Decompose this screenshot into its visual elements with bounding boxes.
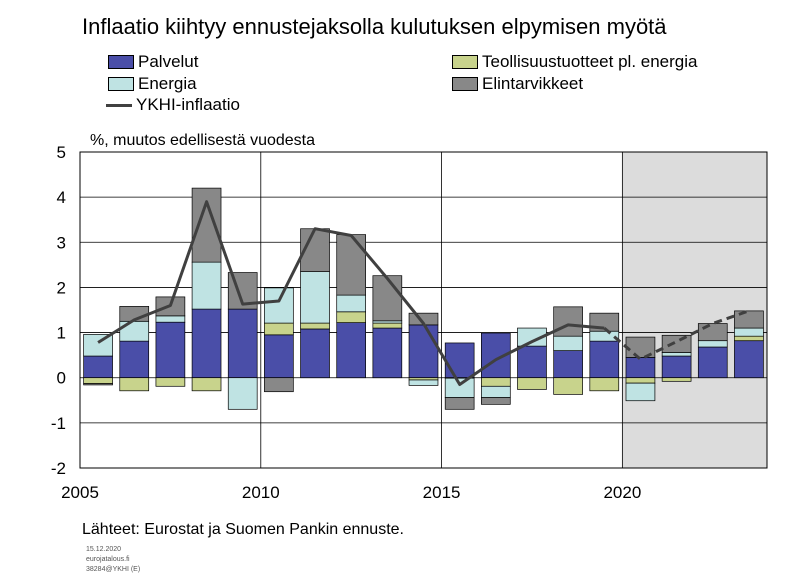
bar-segment bbox=[625, 357, 656, 379]
legend-swatch-ykhi bbox=[106, 103, 132, 107]
bar-segment bbox=[264, 334, 294, 379]
bar-segment bbox=[83, 355, 113, 379]
x-tick-label: 2010 bbox=[242, 483, 280, 502]
legend-swatch-elintarvikkeet bbox=[452, 77, 478, 91]
bar-segment bbox=[553, 377, 583, 395]
bar-segment bbox=[734, 340, 764, 379]
legend-swatch-energia bbox=[108, 77, 134, 91]
bar-segment bbox=[336, 311, 366, 323]
bar-segment bbox=[372, 275, 403, 322]
legend-item-elintarvikkeet: Elintarvikkeet bbox=[452, 74, 583, 94]
legend-label-ykhi: YKHI-inflaatio bbox=[136, 95, 240, 114]
legend-item-ykhi: YKHI-inflaatio bbox=[106, 95, 240, 115]
bar-segment bbox=[734, 310, 764, 329]
bar-segment bbox=[191, 308, 222, 379]
legend-item-palvelut: Palvelut bbox=[108, 52, 198, 72]
y-tick-label: -2 bbox=[51, 459, 66, 478]
bar-segment bbox=[481, 385, 511, 398]
forecast-shade bbox=[622, 152, 767, 468]
y-tick-label: 4 bbox=[57, 188, 66, 207]
bar-segment bbox=[734, 335, 764, 342]
y-tick-label: 1 bbox=[57, 324, 66, 343]
y-tick-label: 2 bbox=[57, 278, 66, 297]
bar-segment bbox=[227, 377, 258, 410]
bar-segment bbox=[625, 377, 656, 384]
bar-segment bbox=[444, 342, 475, 379]
bar-segment bbox=[444, 397, 475, 410]
bar-segment bbox=[300, 271, 330, 324]
bar-segment bbox=[300, 322, 330, 330]
bar-segment bbox=[155, 377, 186, 387]
bar-segment bbox=[661, 377, 692, 382]
bar-segment bbox=[408, 379, 439, 386]
bar-segment bbox=[83, 383, 113, 386]
x-tick-label: 2005 bbox=[61, 483, 99, 502]
legend-label-palvelut: Palvelut bbox=[138, 52, 199, 71]
bar-segment bbox=[119, 377, 150, 392]
source-note: Lähteet: Eurostat ja Suomen Pankin ennus… bbox=[82, 521, 404, 538]
bar-segment bbox=[372, 327, 403, 379]
bar-segment bbox=[264, 322, 294, 336]
meta-date: 15.12.2020 bbox=[86, 546, 122, 553]
x-tick-label: 2015 bbox=[423, 483, 461, 502]
inflation-line-actual bbox=[97, 200, 605, 386]
y-tick-label: 0 bbox=[57, 369, 66, 388]
y-axis-label: %, muutos edellisestä vuodesta bbox=[90, 132, 316, 149]
legend-label-energia: Energia bbox=[138, 74, 197, 93]
plot-frame bbox=[79, 151, 768, 469]
bar-segment bbox=[553, 306, 583, 337]
bar-segment bbox=[481, 397, 511, 405]
bar-segment bbox=[336, 294, 366, 313]
bar-segment bbox=[661, 352, 692, 357]
bar-segment bbox=[589, 340, 620, 379]
bar-segment bbox=[517, 377, 547, 390]
bar-segment bbox=[372, 322, 403, 329]
bar-segment bbox=[734, 327, 764, 337]
bar-segment bbox=[191, 377, 222, 392]
legend-swatch-palvelut bbox=[108, 55, 134, 69]
bar-segment bbox=[119, 340, 150, 379]
bar-segment bbox=[589, 330, 620, 342]
bar-segment bbox=[336, 234, 366, 296]
y-tick-label: 3 bbox=[57, 233, 66, 252]
legend-item-energia: Energia bbox=[108, 74, 197, 94]
meta-code: 38284@YKHI (E) bbox=[86, 566, 141, 573]
bar-segment bbox=[191, 187, 222, 263]
legend-label-elintarvikkeet: Elintarvikkeet bbox=[482, 74, 584, 93]
bar-segment bbox=[408, 324, 439, 379]
bar-segment bbox=[553, 335, 583, 351]
bar-segment bbox=[697, 340, 728, 348]
bar-segment bbox=[227, 308, 258, 379]
bar-segment bbox=[517, 327, 547, 347]
bar-segment bbox=[83, 334, 113, 357]
bar-segment bbox=[264, 287, 294, 324]
bar-segment bbox=[119, 320, 150, 342]
x-tick-label: 2020 bbox=[603, 483, 641, 502]
bar-segment bbox=[155, 315, 186, 323]
y-tick-label: 5 bbox=[57, 143, 66, 162]
bar-segment bbox=[300, 328, 330, 379]
bar-segment bbox=[589, 377, 620, 392]
bar-segment bbox=[697, 323, 728, 342]
bar-segment bbox=[481, 377, 511, 387]
bar-segment bbox=[155, 321, 186, 379]
bar-segment bbox=[553, 350, 583, 379]
bar-segment bbox=[517, 345, 547, 379]
bar-segment bbox=[444, 377, 475, 398]
meta-site: eurojatalous.fi bbox=[86, 556, 130, 563]
y-tick-label: -1 bbox=[51, 414, 66, 433]
bar-segment bbox=[697, 346, 728, 379]
chart-title: Inflaatio kiihtyy ennustejaksolla kulutu… bbox=[82, 14, 667, 39]
bar-segment bbox=[83, 377, 113, 384]
bar-segment bbox=[625, 382, 656, 402]
inflation-line-forecast bbox=[603, 309, 750, 361]
bar-segment bbox=[191, 261, 222, 310]
bar-segment bbox=[264, 377, 294, 393]
legend-item-teollisuus: Teollisuustuotteet pl. energia bbox=[452, 52, 697, 72]
bar-segment bbox=[661, 355, 692, 379]
bar-segment bbox=[336, 322, 366, 379]
legend-label-teollisuus: Teollisuustuotteet pl. energia bbox=[482, 52, 698, 71]
legend-swatch-teollisuus bbox=[452, 55, 478, 69]
